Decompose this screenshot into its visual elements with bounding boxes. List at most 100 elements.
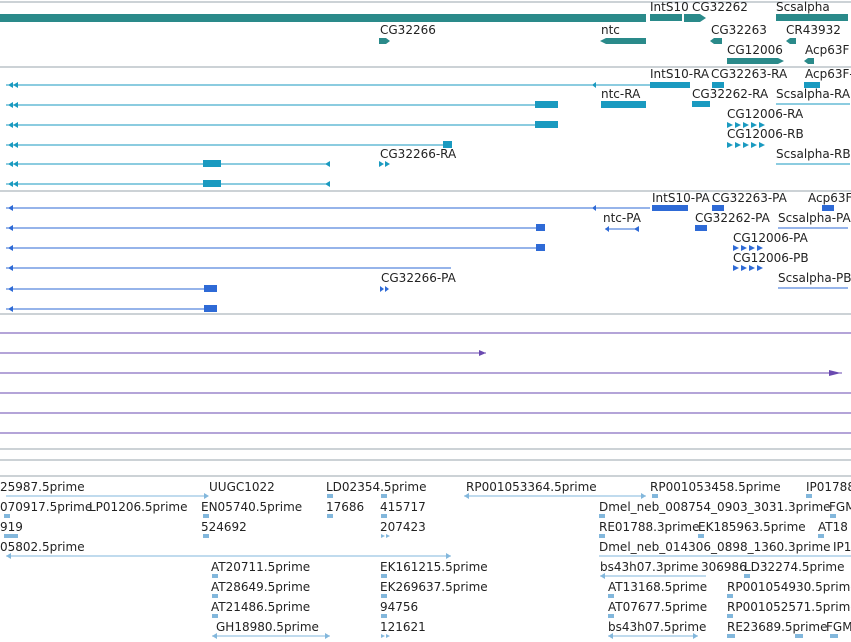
- est-block[interactable]: [203, 514, 209, 518]
- est-block[interactable]: [806, 494, 812, 498]
- est-label[interactable]: RE23689.5prime: [727, 620, 828, 634]
- gene-label-cr43932[interactable]: CR43932: [786, 23, 841, 37]
- est-label[interactable]: IP01788: [806, 480, 851, 494]
- est-block[interactable]: [652, 494, 658, 498]
- est-label[interactable]: 919: [0, 520, 23, 534]
- protein-exon-arrows[interactable]: [733, 245, 763, 251]
- est-block[interactable]: [381, 494, 387, 498]
- est-label[interactable]: LP01206.5prime: [89, 500, 188, 514]
- protein-exon-arrows[interactable]: [380, 286, 389, 292]
- est-label[interactable]: IP1: [833, 540, 851, 554]
- est-block[interactable]: [830, 634, 838, 638]
- est-label[interactable]: FGM: [829, 500, 851, 514]
- est-label[interactable]: 94756: [380, 600, 418, 614]
- transcript-label-cg32262-ra[interactable]: CG32262-RA: [692, 87, 769, 101]
- est-label[interactable]: 207423: [380, 520, 426, 534]
- est-label[interactable]: RP001053458.5prime: [650, 480, 781, 494]
- transcript-label-cg12006-ra[interactable]: CG12006-RA: [727, 107, 804, 121]
- gene-bar-ntc[interactable]: [600, 38, 646, 44]
- transcript-label-ints10-ra[interactable]: IntS10-RA: [650, 67, 710, 81]
- est-label[interactable]: AT13168.5prime: [608, 580, 707, 594]
- protein-label-cg12006-pb[interactable]: CG12006-PB: [733, 251, 809, 265]
- protein-label-scsalpha-pa[interactable]: Scsalpha-PA: [778, 211, 851, 225]
- transcript-exon[interactable]: [650, 82, 690, 88]
- est-label[interactable]: 05802.5prime: [0, 540, 85, 554]
- protein-exon[interactable]: [204, 285, 217, 292]
- est-label[interactable]: LD02354.5prime: [326, 480, 427, 494]
- est-label[interactable]: 524692: [201, 520, 247, 534]
- est-block[interactable]: [381, 514, 387, 518]
- gene-label-acp63f[interactable]: Acp63F: [805, 43, 849, 57]
- est-label[interactable]: 415717: [380, 500, 426, 514]
- protein-label-cg32262-pa[interactable]: CG32262-PA: [695, 211, 771, 225]
- transcript-exon[interactable]: [443, 141, 452, 148]
- protein-exon[interactable]: [822, 205, 834, 211]
- est-block[interactable]: [698, 534, 704, 538]
- transcript-exon[interactable]: [535, 121, 558, 128]
- est-label[interactable]: 17686: [326, 500, 364, 514]
- est-block[interactable]: [744, 574, 750, 578]
- protein-label-scsalpha-pb[interactable]: Scsalpha-PB: [778, 271, 851, 285]
- protein-label-cg32266-pa[interactable]: CG32266-PA: [381, 271, 457, 285]
- protein-exon[interactable]: [536, 244, 545, 251]
- transcript-exon-arrows[interactable]: [727, 142, 765, 148]
- est-label[interactable]: 25987.5prime: [0, 480, 85, 494]
- gene-bar-cr43932[interactable]: [786, 38, 796, 44]
- est-label[interactable]: AT21486.5prime: [211, 600, 310, 614]
- est-label[interactable]: EK269637.5prime: [380, 580, 488, 594]
- transcript-exon-arrows[interactable]: [727, 122, 765, 128]
- est-block[interactable]: [381, 614, 387, 618]
- gene-label-ntc[interactable]: ntc: [601, 23, 620, 37]
- transcript-exon[interactable]: [203, 160, 221, 167]
- protein-exon[interactable]: [652, 205, 688, 211]
- est-label[interactable]: Dmel_neb_014306_0898_1360.3prime: [599, 540, 831, 554]
- protein-label-ntc-pa[interactable]: ntc-PA: [603, 211, 642, 225]
- transcript-exon[interactable]: [535, 101, 558, 108]
- protein-exon[interactable]: [695, 225, 707, 231]
- gene-bar-acp63f[interactable]: [804, 58, 814, 64]
- protein-label-cg32263-pa[interactable]: CG32263-PA: [712, 191, 788, 205]
- est-block[interactable]: [212, 614, 218, 618]
- transcript-label-ntc-ra[interactable]: ntc-RA: [601, 87, 641, 101]
- gene-bar-ints10[interactable]: [650, 14, 682, 21]
- est-block[interactable]: [818, 534, 824, 538]
- est-block[interactable]: [327, 514, 333, 518]
- gene-bar-cg32266[interactable]: [379, 38, 390, 44]
- est-label[interactable]: 070917.5prime: [0, 500, 92, 514]
- est-block[interactable]: [203, 534, 209, 538]
- est-label[interactable]: EN05740.5prime: [201, 500, 302, 514]
- feature-arrow[interactable]: [829, 370, 841, 376]
- transcript-exon[interactable]: [692, 101, 710, 107]
- est-block[interactable]: [727, 594, 733, 598]
- est-block[interactable]: [608, 594, 614, 598]
- est-block[interactable]: [727, 614, 733, 618]
- protein-label-acp63f[interactable]: Acp63F: [808, 191, 851, 205]
- est-block[interactable]: [212, 574, 218, 578]
- est-label[interactable]: AT07677.5prime: [608, 600, 707, 614]
- est-label[interactable]: EK161215.5prime: [380, 560, 488, 574]
- feature-arrow[interactable]: [479, 350, 486, 356]
- gene-bar-cg12006[interactable]: [727, 58, 784, 64]
- est-label[interactable]: LD32274.5prime: [744, 560, 845, 574]
- protein-exon[interactable]: [712, 205, 724, 211]
- gene-bar-cg32263[interactable]: [710, 38, 722, 44]
- protein-exon-arrows[interactable]: [733, 265, 763, 271]
- est-block[interactable]: [599, 534, 605, 538]
- gene-label-cg32266[interactable]: CG32266: [380, 23, 436, 37]
- est-label[interactable]: RP001053364.5prime: [466, 480, 597, 494]
- est-block[interactable]: [4, 534, 18, 538]
- gene-label-cg12006[interactable]: CG12006: [727, 43, 783, 57]
- est-block[interactable]: [795, 634, 803, 638]
- gene-label-cg32262[interactable]: CG32262: [692, 0, 748, 14]
- transcript-label-scsalpha-rb[interactable]: Scsalpha-RB: [776, 147, 851, 161]
- est-label[interactable]: 121621: [380, 620, 426, 634]
- transcript-label-acp63f[interactable]: Acp63F-: [805, 67, 851, 81]
- est-label[interactable]: 306986: [701, 560, 747, 574]
- transcript-label-cg12006-rb[interactable]: CG12006-RB: [727, 127, 804, 141]
- est-label[interactable]: EK185963.5prime: [698, 520, 806, 534]
- est-block[interactable]: [327, 494, 333, 498]
- est-label[interactable]: AT18: [818, 520, 848, 534]
- est-block[interactable]: [608, 614, 614, 618]
- gene-label-scsalpha[interactable]: Scsalpha: [776, 0, 830, 14]
- est-block[interactable]: [4, 514, 10, 518]
